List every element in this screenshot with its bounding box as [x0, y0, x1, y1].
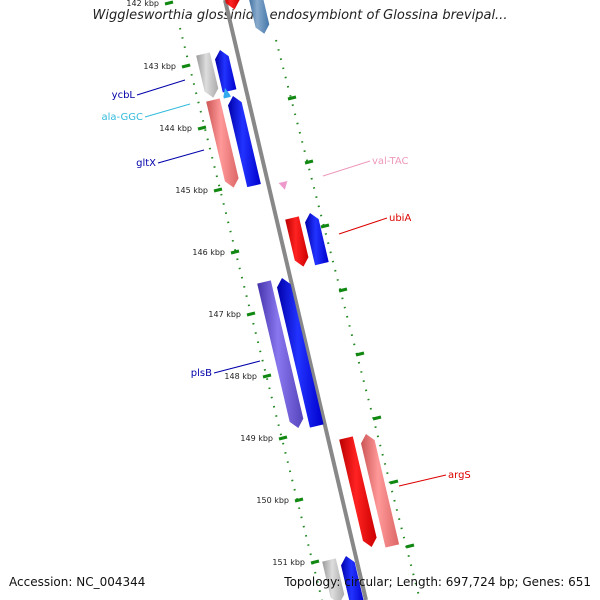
tick-mark [197, 125, 207, 131]
label-group: ycbL ala-GGC gltX val-TAC ubiA plsB argS [102, 79, 471, 487]
tick-mark [355, 351, 365, 357]
gene-leader-line [213, 360, 261, 374]
tick-mark [389, 479, 399, 485]
tick-mark [294, 497, 304, 503]
gene-label-plsb: plsB [191, 368, 212, 379]
cds-feature [249, 0, 270, 34]
tick-group: 142 kbp 143 kbp 144 kbp 145 kbp 146 kbp 147 k… [126, 0, 415, 567]
gene-leader-line [157, 149, 205, 164]
backbone-line [223, 0, 368, 600]
tick-label: 146 kbp [192, 248, 225, 257]
tick-mark [278, 435, 288, 441]
tick-mark [262, 373, 272, 379]
ycbL-feature [215, 50, 237, 93]
tick-mark [304, 159, 314, 165]
tick-mark [310, 559, 320, 565]
tick-mark [230, 249, 240, 255]
cds-feature [225, 0, 240, 10]
tick-mark [246, 311, 256, 317]
cds-feature [206, 98, 239, 188]
gene-label-ubia: ubiA [389, 213, 411, 224]
val-trna-feature [278, 180, 288, 190]
argS-feature [339, 436, 377, 548]
tick-label: 142 kbp [126, 0, 159, 8]
gene-label-ala-ggc: ala-GGC [102, 112, 144, 123]
tick-label: 143 kbp [143, 62, 176, 71]
gene-leader-line [338, 217, 388, 235]
gene-leader-line [398, 474, 447, 487]
gene-label-args: argS [448, 470, 471, 481]
tick-mark [405, 543, 415, 549]
cds-feature [361, 434, 400, 548]
summary-text: Topology: circular; Length: 697,724 bp; … [284, 575, 591, 589]
tick-label: 147 kbp [208, 310, 241, 319]
gltX-feature [228, 96, 261, 188]
tick-label: 145 kbp [175, 186, 208, 195]
accession-text: Accession: NC_004344 [9, 575, 146, 589]
tick-mark [181, 63, 191, 69]
tick-mark [287, 95, 297, 101]
map-title: Wigglesworthia glossinidia endosymbiont … [92, 8, 508, 23]
ala-trna-feature [223, 88, 231, 99]
tick-mark [338, 287, 348, 293]
gene-label-gltx: gltX [136, 158, 156, 169]
tick-mark [213, 187, 223, 193]
tick-label: 151 kbp [272, 558, 305, 567]
cds-feature [305, 213, 329, 266]
plsB-feature [277, 278, 324, 428]
cds-feature [322, 558, 345, 600]
tick-label: 148 kbp [224, 372, 257, 381]
tick-mark [320, 223, 330, 229]
ubiA-feature [285, 216, 309, 267]
feature-group [196, 0, 400, 600]
gene-label-ycbl: ycbL [112, 90, 136, 101]
gene-leader-line [322, 160, 371, 177]
outer-ruler-line [275, 39, 421, 600]
gene-leader-line [144, 103, 191, 118]
cds-feature [341, 556, 364, 600]
cds-feature [257, 280, 304, 429]
tick-label: 149 kbp [240, 434, 273, 443]
tick-mark [164, 0, 174, 6]
tick-label: 144 kbp [159, 124, 192, 133]
gene-leader-line [136, 79, 186, 96]
tick-mark [372, 415, 382, 421]
tick-label: 150 kbp [256, 496, 289, 505]
cds-feature [196, 52, 219, 98]
gene-label-val-tac: val-TAC [372, 156, 409, 167]
